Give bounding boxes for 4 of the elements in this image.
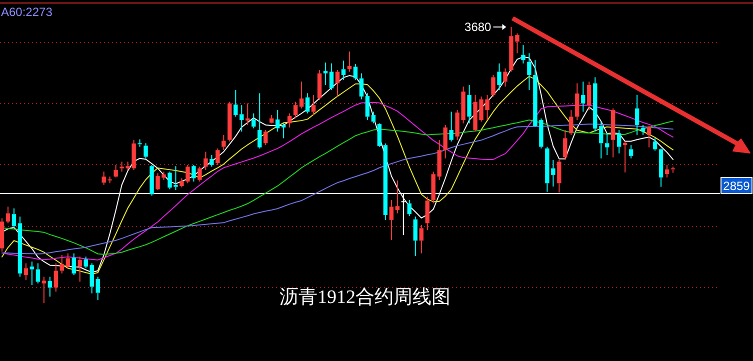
text: A60:2273	[1, 5, 53, 19]
text: 2859	[723, 179, 750, 193]
annotation: 3680	[464, 20, 492, 34]
text: 沥青1912合约周线图	[280, 287, 450, 308]
